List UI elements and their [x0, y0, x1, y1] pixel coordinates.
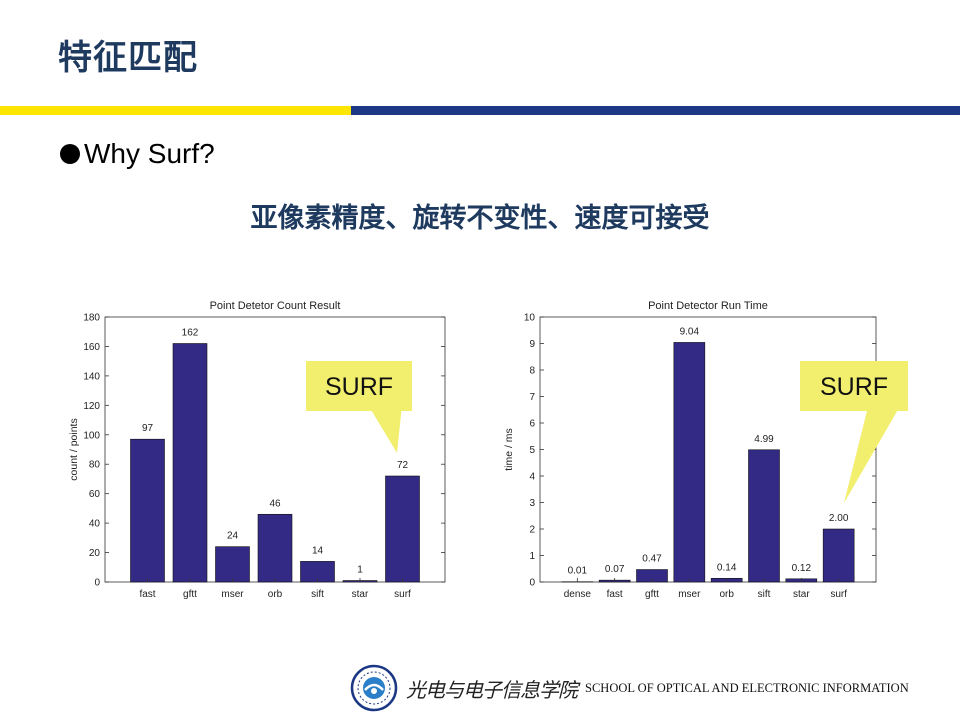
y-tick-label: 7	[529, 392, 535, 403]
data-label-fast: 0.07	[605, 564, 625, 575]
x-tick-label-orb: orb	[719, 589, 734, 600]
data-label-surf: 72	[397, 460, 409, 471]
data-label-orb: 0.14	[717, 562, 737, 573]
y-tick-label: 9	[529, 339, 535, 350]
callout-bubble	[800, 361, 908, 503]
bullet-line: Why Surf?	[60, 138, 215, 170]
y-tick-label: 3	[529, 498, 535, 509]
school-name-en: SCHOOL OF OPTICAL AND ELECTRONIC INFORMA…	[585, 680, 909, 695]
y-tick-label: 40	[89, 519, 101, 530]
bar-sift	[748, 449, 780, 583]
chart-title: Point Detetor Count Result	[210, 300, 341, 312]
y-tick-label: 0	[94, 578, 100, 589]
callout-bubble	[306, 361, 412, 453]
university-seal-icon	[350, 664, 398, 712]
school-name-cn: 光电与电子信息学院	[406, 677, 578, 702]
data-label-fast: 97	[142, 423, 154, 434]
accent-bar-yellow	[0, 106, 351, 115]
y-tick-label: 5	[529, 445, 535, 456]
data-label-star: 1	[357, 565, 363, 576]
y-tick-label: 20	[89, 548, 101, 559]
y-tick-label: 0	[529, 578, 535, 589]
data-label-sift: 14	[312, 545, 324, 556]
x-tick-label-gftt: gftt	[645, 589, 659, 600]
footer: 光电与电子信息学院 SCHOOL OF OPTICAL AND ELECTRON…	[350, 664, 920, 712]
y-tick-label: 140	[83, 371, 100, 382]
y-tick-label: 10	[524, 313, 536, 324]
bar-surf	[385, 475, 420, 583]
data-label-mser: 24	[227, 531, 239, 542]
y-tick-label: 4	[529, 472, 535, 483]
data-label-dense: 0.01	[568, 566, 588, 577]
y-tick-label: 120	[83, 401, 100, 412]
x-tick-label-fast: fast	[139, 589, 155, 600]
runtime-chart: Point Detector Run Time time / ms 0 1 2 3 4 5 6 7…	[503, 300, 908, 600]
bar-fast	[130, 438, 165, 583]
data-label-orb: 46	[269, 498, 281, 509]
y-tick-label: 60	[89, 489, 101, 500]
data-label-mser: 9.04	[680, 326, 700, 337]
x-tick-label-dense: dense	[564, 589, 592, 600]
data-label-sift: 4.99	[754, 434, 774, 445]
x-tick-label-surf: surf	[394, 589, 411, 600]
callout-text: SURF	[325, 373, 393, 401]
bar-mser	[215, 546, 250, 583]
accent-bar-navy	[351, 106, 960, 115]
data-label-star: 0.12	[792, 563, 812, 574]
bar-surf	[822, 528, 855, 583]
bullet-dot-icon	[60, 144, 80, 164]
x-tick-label-star: star	[352, 589, 369, 600]
x-tick-label-mser: mser	[221, 589, 244, 600]
x-tick-label-sift: sift	[758, 589, 771, 600]
x-tick-label-orb: orb	[268, 589, 283, 600]
bullet-text: Why Surf?	[84, 138, 215, 169]
y-tick-label: 2	[529, 525, 535, 536]
bar-mser	[673, 342, 706, 583]
chart-title: Point Detector Run Time	[648, 300, 768, 312]
count-chart: Point Detetor Count Result count / points…	[68, 300, 446, 600]
x-tick-label-star: star	[793, 589, 810, 600]
y-tick-label: 80	[89, 460, 101, 471]
bar-orb	[257, 513, 293, 583]
x-tick-label-gftt: gftt	[183, 589, 197, 600]
data-label-gftt: 162	[182, 328, 199, 339]
callout-text: SURF	[820, 373, 888, 401]
y-tick-label: 6	[529, 419, 535, 430]
x-tick-label-sift: sift	[311, 589, 324, 600]
x-tick-label-surf: surf	[830, 589, 847, 600]
y-axis-label: time / ms	[503, 428, 515, 471]
y-tick-label: 1	[529, 551, 535, 562]
slide-title: 特征匹配	[58, 38, 198, 78]
y-tick-label: 180	[83, 313, 100, 324]
subtitle: 亚像素精度、旋转不变性、速度可接受	[250, 203, 710, 234]
y-axis-label: count / points	[68, 418, 80, 480]
y-tick-label: 8	[529, 366, 535, 377]
y-tick-label: 160	[83, 342, 100, 353]
data-label-gftt: 0.47	[642, 554, 662, 565]
y-tick-label: 100	[83, 430, 100, 441]
data-label-surf: 2.00	[829, 513, 849, 524]
bar-gftt	[172, 343, 208, 583]
x-tick-label-fast: fast	[607, 589, 623, 600]
x-tick-label-mser: mser	[678, 589, 701, 600]
